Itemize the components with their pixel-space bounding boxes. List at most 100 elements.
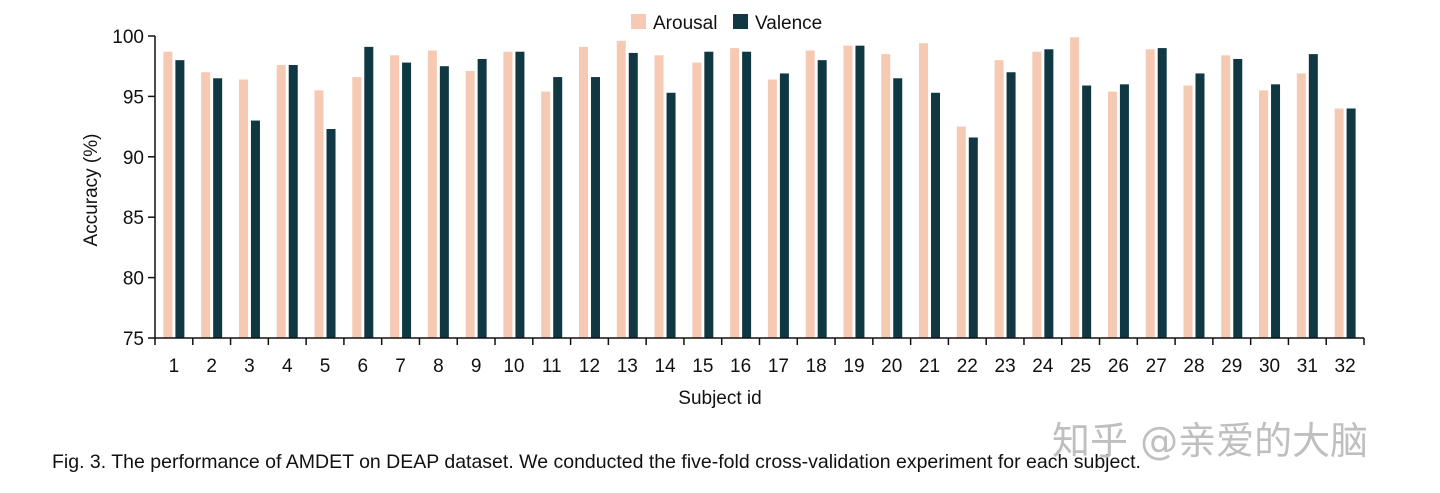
bar-valence-subject-27 [1157,48,1167,339]
bar-valence-subject-11 [553,77,563,339]
bar-valence-subject-29 [1233,58,1243,339]
x-tick-label: 6 [358,356,369,377]
bar-valence-subject-22 [968,137,978,338]
bar-valence-subject-5 [326,129,336,338]
bar-arousal-subject-23 [994,60,1004,338]
bar-arousal-subject-5 [314,90,324,338]
x-tick-label: 21 [919,356,940,377]
x-tick-label: 28 [1183,356,1204,377]
bar-valence-subject-31 [1308,54,1318,339]
bar-valence-subject-8 [439,66,449,338]
legend-swatch-arousal [631,14,646,29]
bar-valence-subject-10 [515,51,525,338]
bar-arousal-subject-8 [427,50,437,338]
x-tick-label: 27 [1146,356,1167,377]
x-tick-label: 29 [1221,356,1242,377]
bar-valence-subject-13 [628,52,638,339]
bar-valence-subject-14 [666,92,676,338]
x-tick-label: 31 [1297,356,1318,377]
legend-label-valence: Valence [755,13,822,34]
x-tick-label: 25 [1070,356,1091,377]
bar-arousal-subject-7 [390,55,400,338]
bar-valence-subject-17 [779,73,789,338]
bar-arousal-subject-4 [276,64,286,338]
legend: Arousal Valence [631,13,822,34]
bar-arousal-subject-2 [201,72,211,339]
bar-arousal-subject-13 [616,40,626,338]
bar-arousal-subject-20 [881,54,891,339]
y-tick-label: 80 [123,269,144,290]
bar-arousal-subject-3 [238,79,248,338]
bar-valence-subject-16 [742,51,752,338]
bar-arousal-subject-17 [767,79,777,338]
bar-valence-subject-26 [1119,84,1129,338]
legend-label-arousal: Arousal [653,13,717,34]
bar-valence-subject-7 [402,62,412,339]
x-tick-label: 18 [806,356,827,377]
x-tick-label: 8 [433,356,444,377]
x-tick-label: 32 [1335,356,1356,377]
bar-arousal-subject-16 [730,48,740,339]
bar-arousal-subject-14 [654,55,664,338]
x-tick-label: 19 [843,356,864,377]
x-tick-label: 12 [579,356,600,377]
bar-arousal-subject-10 [503,51,513,338]
bar-valence-subject-25 [1082,85,1092,338]
x-tick-label: 4 [282,356,293,377]
bar-arousal-subject-32 [1334,108,1344,338]
bar-valence-subject-12 [590,77,600,339]
y-tick-label: 85 [123,208,144,229]
bar-arousal-subject-21 [919,43,929,339]
bar-valence-subject-4 [288,64,298,338]
bar-valence-subject-32 [1346,108,1356,338]
x-tick-label: 16 [730,356,751,377]
bar-valence-subject-6 [364,46,374,338]
bar-valence-subject-3 [250,120,260,338]
y-tick-label: 90 [123,148,144,169]
x-tick-label: 5 [320,356,331,377]
bar-arousal-subject-12 [578,46,588,338]
bar-arousal-subject-28 [1183,85,1193,338]
x-tick-label: 7 [395,356,406,377]
x-tick-label: 11 [542,356,562,377]
x-tick-label: 26 [1108,356,1129,377]
x-tick-label: 17 [768,356,789,377]
x-tick-label: 15 [692,356,713,377]
x-tick-label: 9 [471,356,482,377]
x-axis-label: Subject id [678,388,761,409]
x-tick-label: 14 [654,356,676,377]
bar-valence-subject-15 [704,51,714,338]
x-tick-label: 30 [1259,356,1280,377]
bar-valence-subject-1 [175,60,185,338]
bar-valence-subject-24 [1044,49,1054,339]
bar-arousal-subject-15 [692,62,702,339]
bar-valence-subject-30 [1271,84,1281,338]
y-tick-label: 100 [112,27,144,48]
bar-arousal-subject-9 [465,71,475,339]
bar-arousal-subject-25 [1070,37,1080,338]
bar-arousal-subject-11 [541,91,551,339]
x-tick-label: 23 [995,356,1016,377]
x-tick-label: 10 [503,356,524,377]
bar-arousal-subject-24 [1032,51,1042,338]
figure-caption: Fig. 3. The performance of AMDET on DEAP… [52,451,1141,473]
bar-arousal-subject-19 [843,45,853,338]
x-tick-label: 20 [881,356,902,377]
bar-arousal-subject-31 [1296,73,1306,338]
y-axis-label: Accuracy (%) [81,134,102,247]
bar-arousal-subject-6 [352,77,362,339]
x-tick-label: 1 [169,356,180,377]
bar-arousal-subject-26 [1107,91,1117,339]
x-tick-label: 22 [957,356,978,377]
bar-valence-subject-2 [213,78,223,338]
watermark: 知乎 @亲爱的大脑 [1052,419,1369,463]
bar-arousal-subject-30 [1259,90,1269,338]
bar-arousal-subject-18 [805,50,815,338]
bar-arousal-subject-22 [956,126,966,338]
bar-valence-subject-21 [931,92,941,338]
x-tick-label: 2 [206,356,217,377]
bar-valence-subject-28 [1195,73,1205,338]
bar-valence-subject-9 [477,58,487,339]
x-tick-label: 13 [617,356,638,377]
